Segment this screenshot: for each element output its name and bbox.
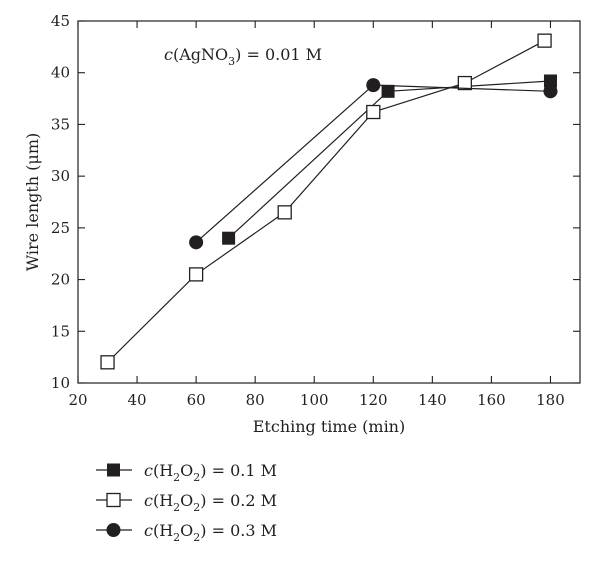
x-tick-label: 120 [359, 391, 388, 409]
series-0-point-2 [543, 74, 557, 88]
legend-label-0: c(H2O2) = 0.1 M [144, 461, 277, 484]
annotation: c(AgNO3) = 0.01 M [164, 45, 322, 68]
x-tick-label: 140 [418, 391, 447, 409]
y-tick-label: 35 [51, 115, 70, 133]
series-2-point-0 [189, 235, 204, 250]
series-1-point-0 [100, 355, 115, 370]
legend-marker-1 [106, 492, 121, 508]
series-2-point-1 [366, 78, 381, 93]
y-tick-label: 20 [51, 271, 70, 289]
legend-marker-0 [107, 463, 120, 477]
y-tick-label: 40 [51, 64, 70, 82]
series-0-point-1 [381, 84, 395, 98]
x-tick-label: 100 [300, 391, 329, 409]
x-tick-label: 20 [68, 391, 87, 409]
plot-frame [77, 20, 581, 384]
series-1-point-1 [188, 267, 204, 282]
series-1 [100, 33, 552, 370]
series-1-point-3 [366, 104, 381, 120]
series-1-point-2 [277, 205, 292, 220]
series-2-point-2 [543, 84, 558, 99]
x-tick-label: 180 [536, 391, 565, 409]
y-axis-title: Wire length (μm) [23, 133, 42, 272]
series-2 [189, 78, 558, 250]
y-tick-label: 45 [51, 12, 70, 30]
y-tick-label: 15 [51, 322, 70, 340]
series-1-point-4 [457, 75, 472, 91]
legend-label-2: c(H2O2) = 0.3 M [144, 521, 277, 544]
x-tick-label: 40 [128, 391, 147, 409]
legend-item-1: c(H2O2) = 0.2 M [96, 491, 277, 514]
legend-item-2: c(H2O2) = 0.3 M [96, 521, 277, 544]
axis-ticks: 20 40 60 80 100 120 140 160 180 10 15 20 25 30 35 40 45 [51, 12, 580, 409]
y-tick-label: 30 [51, 167, 70, 185]
series-1-point-5 [537, 33, 552, 48]
series-line-1 [107, 40, 545, 363]
y-tick-label: 25 [51, 219, 70, 237]
series-0 [222, 74, 557, 245]
x-axis-title: Etching time (min) [253, 417, 405, 436]
x-tick-label: 80 [246, 391, 265, 409]
series-layer [100, 33, 558, 370]
legend-label-1: c(H2O2) = 0.2 M [144, 491, 277, 514]
y-tick-label: 10 [51, 374, 70, 392]
series-line-0 [228, 80, 551, 239]
x-tick-label: 160 [477, 391, 506, 409]
series-0-point-0 [222, 231, 236, 245]
legend-item-0: c(H2O2) = 0.1 M [96, 461, 277, 484]
legend-marker-2 [106, 523, 121, 537]
legend: c(H2O2) = 0.1 M c(H2O2) = 0.2 M c(H2O2) … [96, 461, 277, 544]
x-tick-label: 60 [187, 391, 206, 409]
